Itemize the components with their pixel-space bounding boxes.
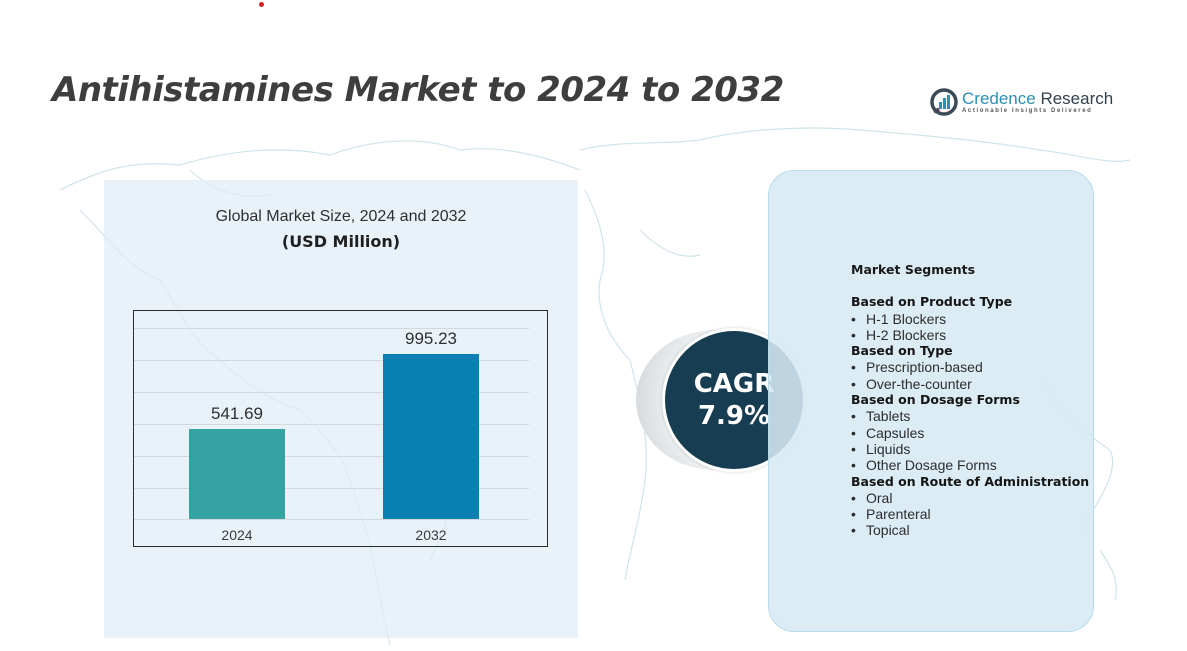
segment-group-title: Based on Route of Administration — [851, 473, 1090, 489]
gridline — [134, 488, 529, 489]
bar-chart-plot: 541.69 995.23 2024 2032 — [133, 310, 548, 547]
gridline — [134, 456, 529, 457]
bullet-icon: • — [851, 408, 856, 425]
gridline — [134, 392, 529, 393]
bar-2024 — [189, 429, 285, 519]
chart-title: Global Market Size, 2024 and 2032 — [215, 208, 467, 225]
logo-name: Credence Research — [962, 90, 1113, 108]
segment-item-label: Other Dosage Forms — [866, 457, 997, 474]
bar-2032 — [383, 354, 479, 519]
bullet-icon: • — [851, 310, 856, 327]
gridline — [134, 360, 529, 361]
segment-item: • Capsules — [851, 425, 1089, 441]
bar-value-label-2024: 541.69 — [211, 404, 263, 423]
segment-item-label: Oral — [866, 489, 893, 506]
logo-name-part2: Research — [1035, 89, 1114, 108]
segment-item-label: Prescription-based — [866, 359, 983, 376]
bullet-icon: • — [851, 489, 856, 506]
segment-item-label: Tablets — [866, 408, 911, 425]
bar-value-label-2032: 995.23 — [405, 329, 457, 348]
segment-group-title: Based on Dosage Forms — [851, 392, 1020, 408]
chart-unit: (USD Million) — [281, 232, 401, 251]
page-title: Antihistamines Market to 2024 to 2032 — [52, 70, 784, 110]
bullet-icon: • — [851, 326, 856, 343]
cagr-value: 7.9% — [697, 401, 771, 431]
x-axis-label-2032: 2032 — [415, 527, 447, 543]
segment-item: • Oral — [851, 490, 1089, 506]
credence-research-logo: Credence Research Actionable Insights De… — [930, 88, 1113, 116]
chart-panel — [104, 180, 578, 638]
gridline — [134, 424, 529, 425]
baseline — [134, 519, 529, 520]
red-dot-marker — [259, 2, 264, 7]
segment-item: • Other Dosage Forms — [851, 457, 1089, 473]
segments-heading: Market Segments — [851, 262, 976, 277]
bullet-icon: • — [851, 424, 856, 441]
bullet-icon: • — [851, 457, 856, 474]
bar-chart-circle-icon — [930, 88, 958, 116]
segment-item: • Liquids — [851, 441, 1089, 457]
x-axis-label-2024: 2024 — [221, 527, 253, 543]
bullet-icon: • — [851, 506, 856, 523]
segment-item: • Topical — [851, 522, 1089, 538]
segment-item-label: Parenteral — [866, 506, 931, 523]
bullet-icon: • — [851, 375, 856, 392]
segment-item-label: H-1 Blockers — [866, 310, 947, 327]
segment-item-label: H-2 Blockers — [866, 326, 947, 343]
segment-item: • H-1 Blockers — [851, 311, 1089, 327]
segment-item: • H-2 Blockers — [851, 327, 1089, 343]
bullet-icon: • — [851, 440, 856, 457]
segments-list: Market Segments Based on Product Type • H-… — [851, 262, 1089, 539]
segment-item-label: Over-the-counter — [866, 375, 972, 392]
segment-item: • Prescription-based — [851, 359, 1089, 375]
segment-item: • Tablets — [851, 408, 1089, 424]
bullet-icon: • — [851, 522, 856, 539]
logo-name-part1: Credence — [962, 89, 1036, 108]
segment-item-label: Topical — [866, 522, 910, 539]
segment-item-label: Capsules — [866, 424, 925, 441]
segment-group-title: Based on Product Type — [851, 294, 1013, 310]
bullet-icon: • — [851, 359, 856, 376]
cagr-label: CAGR — [693, 369, 775, 399]
segment-item: • Parenteral — [851, 506, 1089, 522]
segment-group-title: Based on Type — [851, 343, 953, 359]
logo-tagline: Actionable Insights Delivered — [962, 108, 1093, 114]
segments-panel — [768, 170, 1094, 632]
gridline — [134, 328, 529, 329]
segment-item: • Over-the-counter — [851, 376, 1089, 392]
segment-item-label: Liquids — [866, 440, 911, 457]
